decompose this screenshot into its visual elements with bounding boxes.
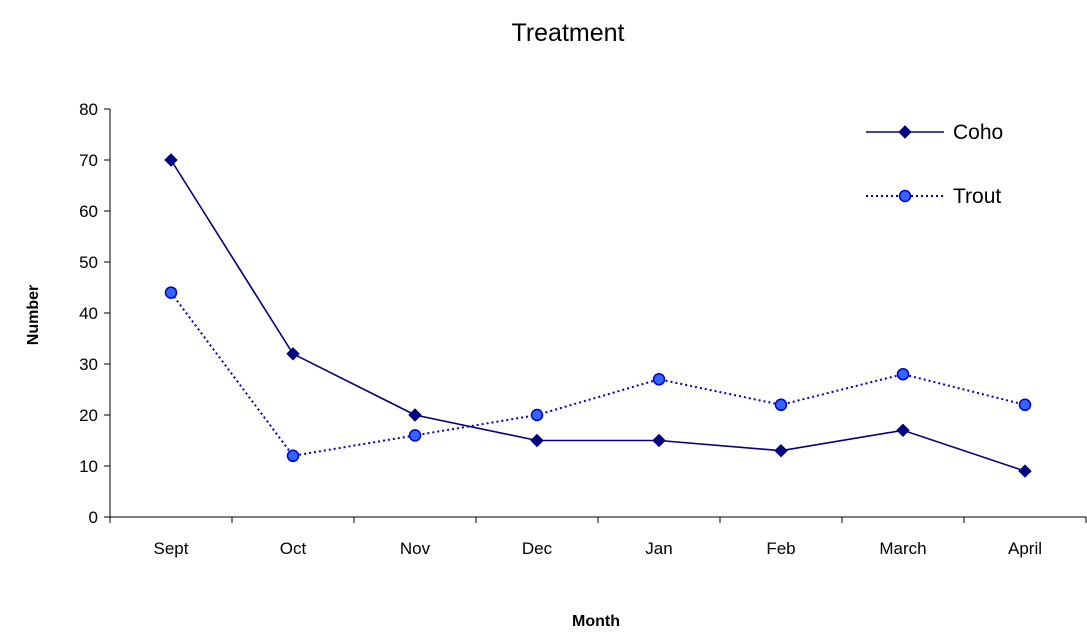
x-tick-label: Sept xyxy=(154,539,189,558)
data-point-coho xyxy=(774,443,788,458)
y-tick-label: 60 xyxy=(79,202,98,221)
data-point-coho xyxy=(896,423,910,438)
x-tick-label: Jan xyxy=(645,539,672,558)
plot-area: 0 10 20 30 40 50 60 70 80 Sept Oct Nov Dec Jan Feb Marc… xyxy=(79,100,1087,558)
y-axis-title: Number xyxy=(25,285,42,345)
data-point-coho xyxy=(164,153,178,167)
y-tick-label: 30 xyxy=(79,355,98,374)
x-tick-label: Nov xyxy=(400,539,431,558)
y-tick-label: 0 xyxy=(89,508,98,527)
y-tick-label: 40 xyxy=(79,304,98,323)
data-point-coho xyxy=(408,408,422,422)
data-point-coho xyxy=(530,433,544,448)
data-point-trout xyxy=(774,398,788,412)
y-tick-label: 70 xyxy=(79,151,98,170)
x-tick-label: Oct xyxy=(280,539,307,558)
data-point-trout xyxy=(286,449,300,463)
x-tick-label: April xyxy=(1008,539,1042,558)
legend-marker-coho xyxy=(898,125,912,139)
y-tick-label: 20 xyxy=(79,406,98,425)
legend: Coho Trout xyxy=(866,121,1003,208)
data-point-coho xyxy=(1018,464,1032,478)
chart-title: Treatment xyxy=(511,19,624,47)
legend-marker-trout xyxy=(898,189,912,203)
x-tick-label: March xyxy=(879,539,926,558)
y-tick-label: 80 xyxy=(79,100,98,119)
x-tick-label: Feb xyxy=(766,539,795,558)
data-point-trout xyxy=(530,408,544,422)
data-point-trout xyxy=(652,373,666,386)
legend-label-coho: Coho xyxy=(953,121,1003,144)
y-tick-label: 10 xyxy=(79,457,98,476)
data-point-coho xyxy=(652,433,666,448)
data-point-coho xyxy=(286,347,300,361)
x-tick-label: Dec xyxy=(522,539,553,558)
data-point-trout xyxy=(1018,398,1032,412)
y-tick-label: 50 xyxy=(79,253,98,272)
data-point-trout xyxy=(408,429,422,442)
series-line-coho xyxy=(170,159,1026,472)
data-point-trout xyxy=(164,286,178,299)
x-axis-title: Month xyxy=(572,613,620,630)
data-point-trout xyxy=(896,367,910,381)
legend-label-trout: Trout xyxy=(953,185,1001,208)
